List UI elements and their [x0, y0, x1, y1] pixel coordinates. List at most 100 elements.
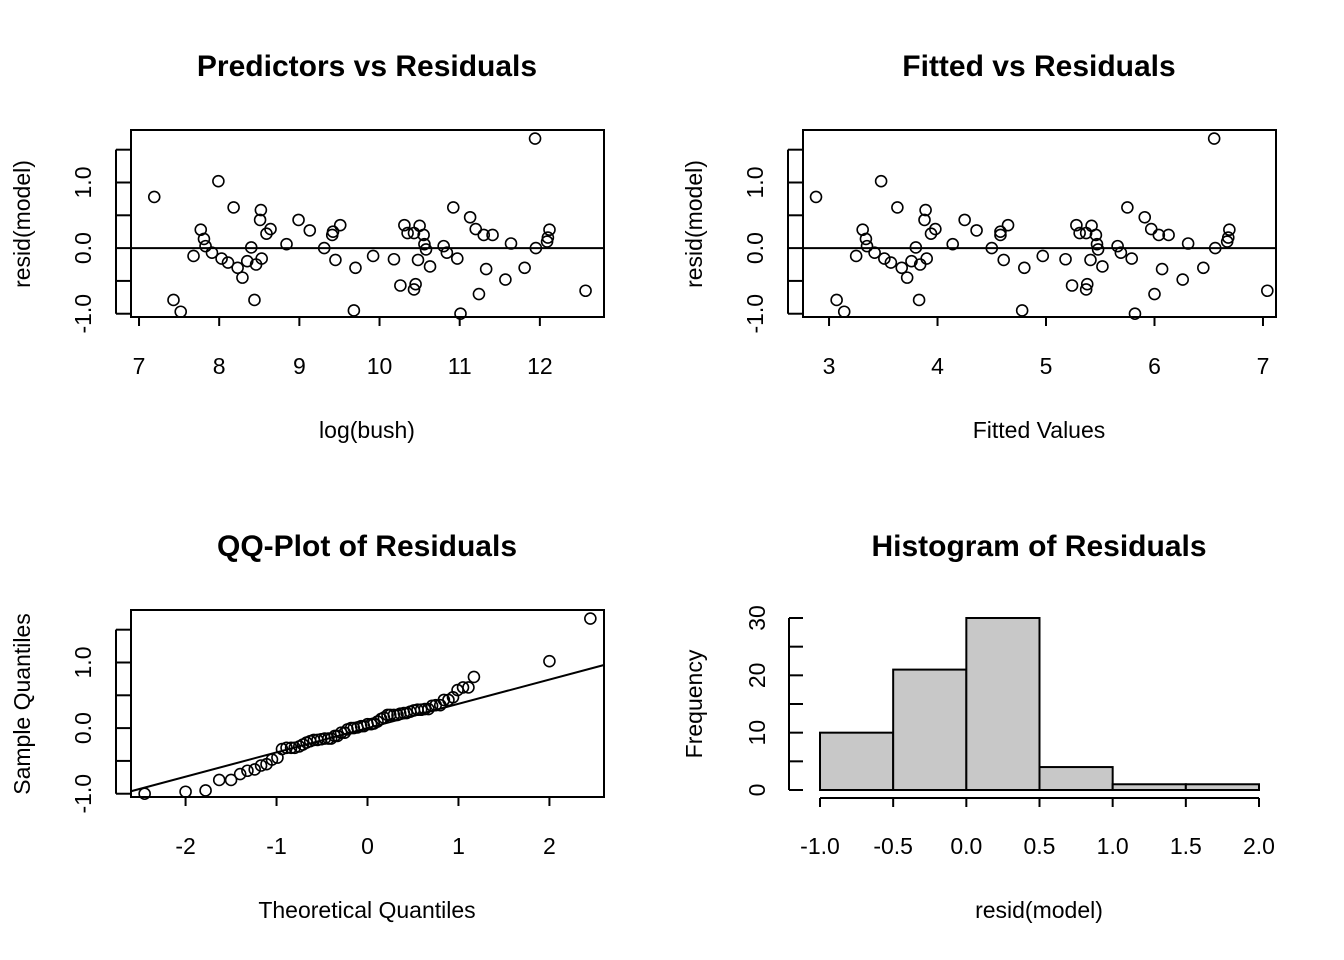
- data-point: [919, 203, 932, 217]
- data-point: [462, 681, 475, 694]
- data-point: [1121, 201, 1134, 214]
- data-point: [324, 732, 338, 745]
- x-tick-label: 1: [452, 833, 465, 859]
- data-point: [450, 252, 464, 265]
- x-tick-label: -0.5: [873, 833, 913, 859]
- y-tick-label: -1.0: [742, 294, 768, 334]
- data-point: [1197, 261, 1210, 275]
- data-point: [1111, 239, 1124, 253]
- data-point: [1148, 287, 1161, 301]
- data-point: [303, 224, 317, 237]
- data-point: [504, 237, 518, 250]
- data-point: [423, 260, 437, 273]
- data-point: [859, 232, 873, 246]
- data-point: [383, 708, 397, 722]
- x-tick-label: 7: [133, 353, 146, 379]
- data-point: [946, 237, 960, 251]
- data-point: [1018, 261, 1031, 275]
- x-tick-label: 9: [293, 353, 306, 379]
- data-point: [1090, 237, 1104, 251]
- data-point: [422, 702, 435, 716]
- x-axis-label: Theoretical Quantiles: [258, 897, 475, 923]
- data-point: [469, 222, 483, 236]
- data-point: [1079, 283, 1093, 296]
- x-tick-label: 8: [213, 353, 226, 379]
- y-axis: -1.0 0.0 1.0: [742, 148, 802, 334]
- data-points: [138, 612, 597, 801]
- x-tick-label: 6: [1148, 353, 1161, 379]
- data-point: [860, 239, 874, 253]
- x-axis-label: log(bush): [319, 417, 415, 443]
- x-axis: 7 8 9 10 11 12: [133, 316, 553, 379]
- histogram-bars: [819, 617, 1261, 792]
- data-point: [918, 213, 931, 227]
- histogram-bar: [819, 731, 895, 792]
- data-point: [477, 228, 491, 242]
- data-point: [467, 670, 481, 684]
- fitted-vs-residuals-panel: Fitted vs Residuals Fitted Values resid(…: [681, 50, 1277, 443]
- y-tick-label: 30: [744, 605, 770, 631]
- y-tick-label: 1.0: [70, 646, 96, 678]
- data-point: [371, 715, 384, 728]
- data-point: [167, 293, 180, 307]
- data-point: [579, 284, 592, 298]
- data-point: [197, 232, 211, 246]
- data-point: [584, 612, 597, 625]
- x-tick-label: 0.5: [1024, 833, 1056, 859]
- y-axis: -1.0 0.0 1.0: [70, 148, 130, 334]
- data-point: [264, 222, 277, 236]
- x-tick-label: 12: [527, 353, 553, 379]
- data-point: [1138, 210, 1152, 224]
- data-point: [1128, 307, 1142, 321]
- data-point: [543, 654, 556, 668]
- y-axis: -1.0 0.0 1.0: [70, 628, 130, 814]
- data-point: [1080, 277, 1094, 291]
- x-axis: -2 -1 0 1 2: [175, 796, 556, 859]
- x-axis-label: resid(model): [975, 897, 1103, 923]
- data-point: [254, 203, 268, 217]
- data-point: [417, 228, 430, 242]
- data-point: [1096, 260, 1109, 273]
- data-point: [231, 261, 244, 275]
- data-point: [1261, 284, 1274, 298]
- data-point: [1084, 253, 1097, 267]
- data-point: [1091, 243, 1105, 256]
- data-point: [212, 773, 226, 787]
- data-point: [1162, 228, 1175, 242]
- data-point: [366, 249, 380, 263]
- histogram-bar: [1038, 766, 1114, 791]
- data-point: [985, 241, 999, 255]
- data-point: [837, 305, 851, 319]
- data-point: [1152, 228, 1166, 242]
- data-point: [333, 218, 347, 232]
- x-tick-label: -1: [266, 833, 286, 859]
- data-point: [437, 239, 450, 253]
- data-point: [994, 228, 1007, 242]
- data-point: [1223, 223, 1236, 237]
- x-tick-label: 7: [1257, 353, 1270, 379]
- data-point: [411, 253, 425, 267]
- data-point: [241, 764, 254, 778]
- data-point: [212, 174, 225, 188]
- data-point: [472, 287, 486, 301]
- data-point: [244, 241, 258, 254]
- x-tick-label: 1.0: [1097, 833, 1129, 859]
- data-point: [179, 785, 192, 799]
- data-point: [958, 213, 971, 227]
- x-axis: 3 4 5 6 7: [823, 316, 1270, 379]
- y-tick-label: 10: [744, 720, 770, 746]
- data-point: [1059, 252, 1072, 266]
- histogram-bar: [892, 668, 968, 791]
- data-point: [970, 224, 983, 237]
- x-tick-label: 1.5: [1170, 833, 1202, 859]
- data-point: [830, 293, 843, 307]
- y-tick-label: -1.0: [70, 294, 96, 334]
- predictors-vs-residuals-panel: Predictors vs Residuals log(bush) resid(…: [9, 50, 605, 443]
- data-point: [1015, 304, 1029, 317]
- data-point: [1208, 241, 1222, 255]
- data-point: [387, 252, 401, 266]
- data-point: [920, 252, 933, 265]
- data-point: [331, 729, 344, 743]
- data-point: [329, 253, 342, 267]
